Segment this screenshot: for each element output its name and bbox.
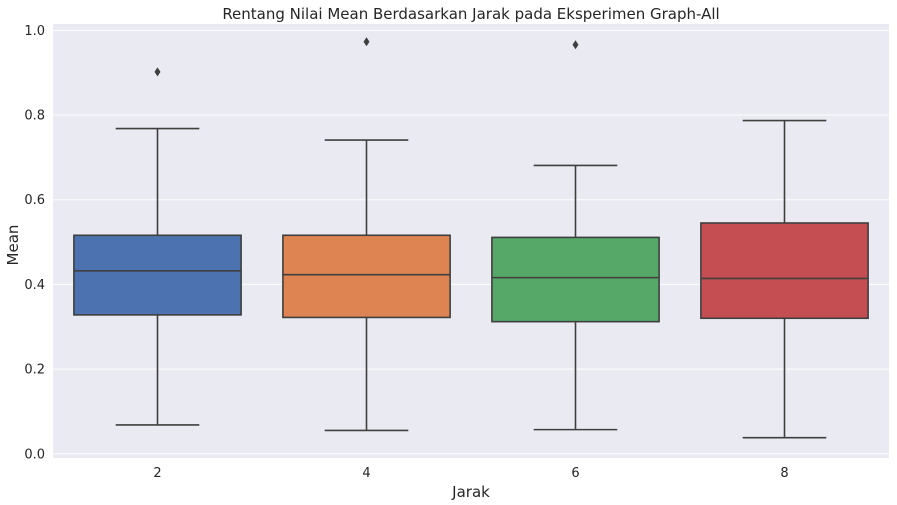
box-4 <box>282 37 451 432</box>
iqr-box <box>282 234 451 319</box>
iqr-box <box>491 236 660 323</box>
x-tick-label: 2 <box>153 466 161 481</box>
outlier-point <box>363 37 370 47</box>
outlier-point <box>154 67 161 77</box>
iqr-box <box>700 222 869 320</box>
x-tick-label: 6 <box>571 466 579 481</box>
box-6 <box>491 40 660 431</box>
y-tick-label: 0.4 <box>24 278 45 293</box>
box-2 <box>73 67 242 426</box>
box-8 <box>700 119 869 439</box>
box-series <box>73 37 869 439</box>
y-tick-label: 0.0 <box>24 447 45 462</box>
x-tick-label: 4 <box>362 466 370 481</box>
x-tick-label: 8 <box>780 466 788 481</box>
y-tick-label: 0.8 <box>24 109 45 124</box>
y-tick-label: 1.0 <box>24 24 45 39</box>
y-tick-label: 0.6 <box>24 193 45 208</box>
iqr-box <box>73 234 242 316</box>
chart-title: Rentang Nilai Mean Berdasarkan Jarak pad… <box>222 5 719 23</box>
y-tick-label: 0.2 <box>24 363 45 378</box>
outlier-point <box>572 40 579 50</box>
x-axis-label: Jarak <box>451 483 490 501</box>
y-axis-label: Mean <box>4 225 22 266</box>
x-tick-labels: 2 4 6 8 <box>153 466 788 481</box>
y-tick-labels: 0.0 0.2 0.4 0.6 0.8 1.0 <box>24 24 45 462</box>
